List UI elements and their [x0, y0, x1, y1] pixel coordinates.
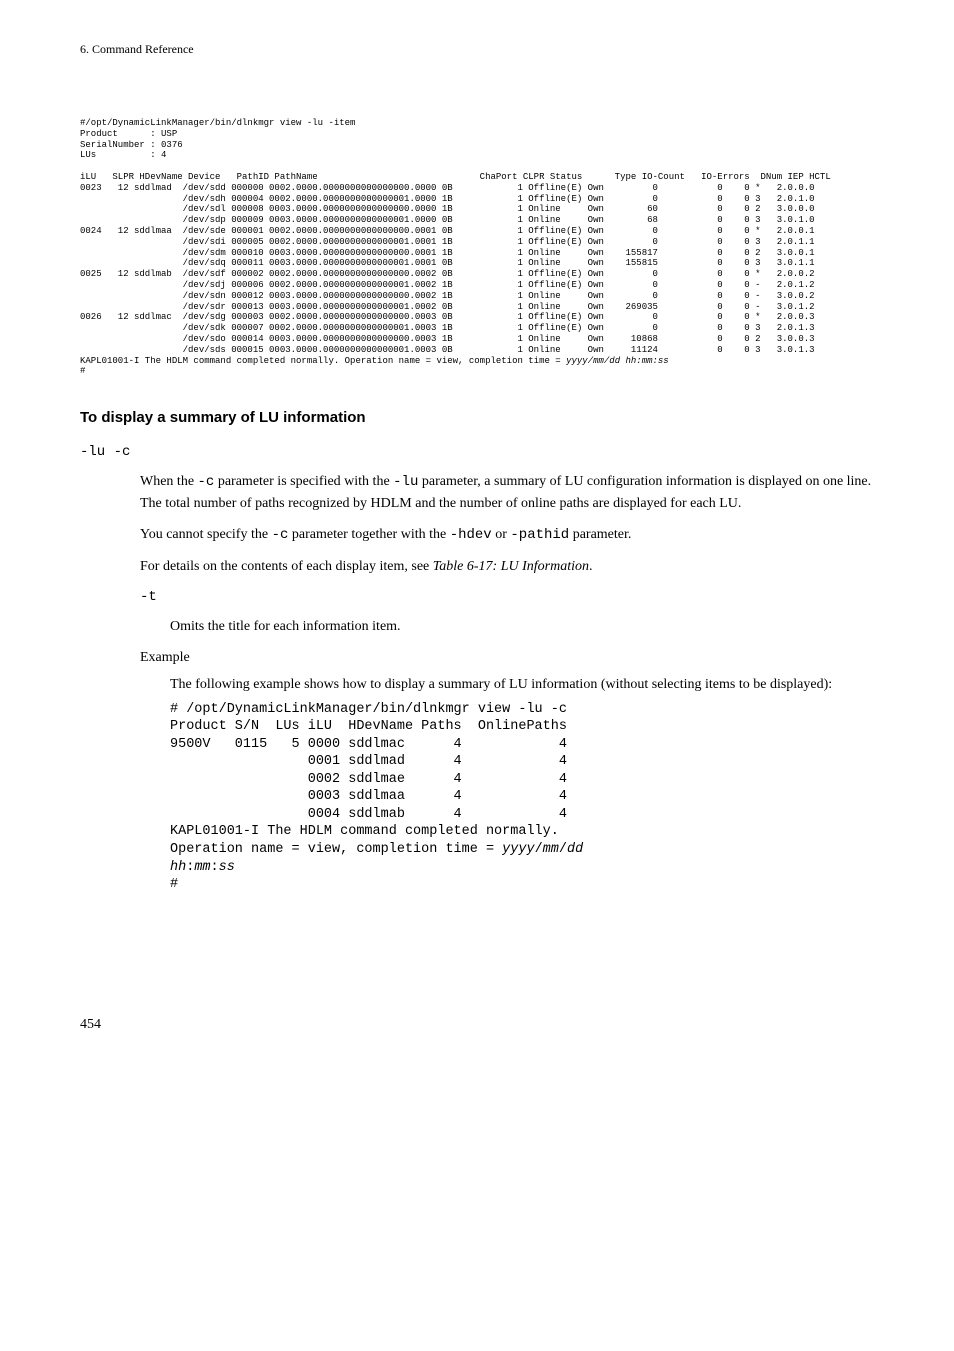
p1c: parameter is specified with the — [214, 474, 393, 489]
code-table-header: iLU SLPR HDevName Device PathID PathName… — [80, 172, 831, 182]
p3a: For details on the contents of each disp… — [140, 559, 433, 574]
paragraph-1: When the -c parameter is specified with … — [140, 471, 874, 514]
p2g: parameter. — [569, 527, 631, 542]
lu-flag: -lu -c — [80, 442, 874, 463]
code-header: #/opt/DynamicLinkManager/bin/dlnkmgr vie… — [80, 118, 355, 160]
ex-ss: ss — [219, 860, 235, 875]
ex-c2: : — [211, 860, 219, 875]
ex-code-main: # /opt/DynamicLinkManager/bin/dlnkmgr vi… — [170, 702, 567, 857]
ex-sl2: / — [559, 842, 567, 857]
ex-hh: hh — [170, 860, 186, 875]
example-code-block: # /opt/DynamicLinkManager/bin/dlnkmgr vi… — [170, 701, 874, 894]
command-output-block: #/opt/DynamicLinkManager/bin/dlnkmgr vie… — [80, 118, 874, 377]
ex-sl1: / — [535, 842, 543, 857]
omits-line: Omits the title for each information ite… — [170, 616, 874, 637]
code-footer-prefix: KAPL01001-I The HDLM command completed n… — [80, 356, 566, 366]
t-flag: -t — [140, 587, 874, 608]
p2a: You cannot specify the — [140, 527, 272, 542]
code-footer-suffix: # — [80, 366, 85, 376]
ex-yyyy: yyyy — [502, 842, 534, 857]
paragraph-3: For details on the contents of each disp… — [140, 556, 874, 577]
paragraph-2: You cannot specify the -c parameter toge… — [140, 524, 874, 546]
p3b: Table 6-17: LU Information — [433, 559, 589, 574]
p1d: -lu — [393, 474, 418, 490]
p2f: -pathid — [510, 527, 569, 543]
ex-mm2: mm — [194, 860, 210, 875]
example-label: Example — [140, 647, 874, 668]
ex-end: # — [170, 877, 178, 892]
example-paragraph: The following example shows how to displ… — [170, 674, 874, 695]
p3c: . — [589, 559, 593, 574]
ex-mm: mm — [543, 842, 559, 857]
code-rows: 0023 12 sddlmad /dev/sdd 000000 0002.000… — [80, 183, 815, 355]
ex-dd: dd — [567, 842, 583, 857]
p2e: or — [492, 527, 511, 542]
p1b: -c — [198, 474, 215, 490]
p2b: -c — [272, 527, 289, 543]
p1a: When the — [140, 474, 198, 489]
code-footer-italic: yyyy/mm/dd hh:mm:ss — [566, 356, 669, 366]
p2c: parameter together with the — [288, 527, 449, 542]
p2d: -hdev — [450, 527, 492, 543]
page-number: 454 — [80, 1014, 874, 1035]
section-title: To display a summary of LU information — [80, 407, 874, 430]
page-header: 6. Command Reference — [80, 40, 874, 58]
